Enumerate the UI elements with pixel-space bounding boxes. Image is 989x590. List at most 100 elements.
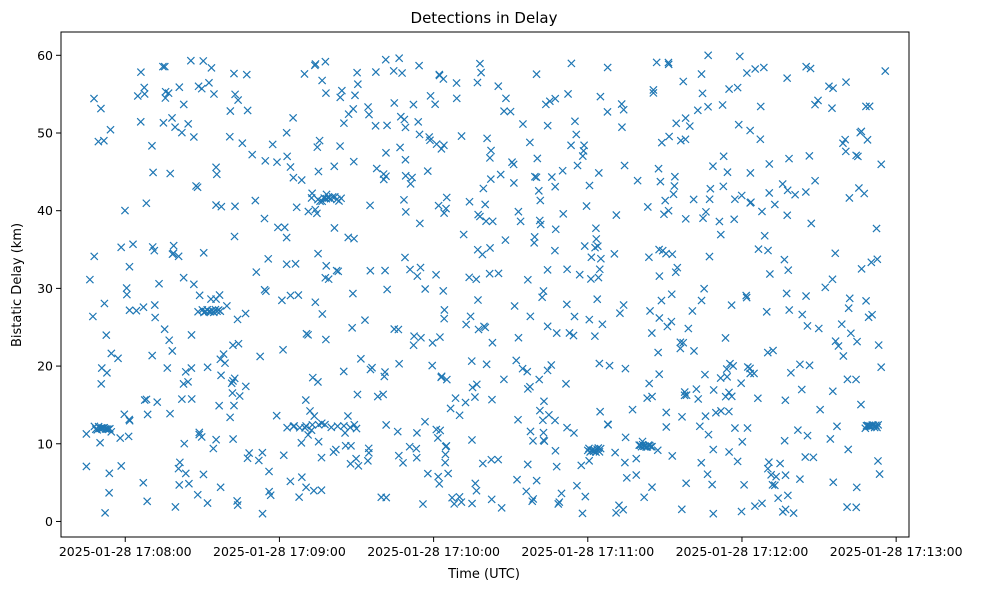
scatter-point <box>509 160 518 169</box>
scatter-point <box>125 416 134 425</box>
scatter-point <box>344 110 353 119</box>
scatter-point <box>783 186 792 195</box>
scatter-point <box>366 201 375 210</box>
scatter-point <box>837 320 846 329</box>
scatter-point <box>523 275 532 284</box>
scatter-point <box>321 57 330 66</box>
scatter-point <box>834 341 843 351</box>
scatter-point <box>261 287 270 296</box>
scatter-point <box>439 286 448 295</box>
y-tick-label: 30 <box>37 281 53 296</box>
scatter-point <box>195 291 204 300</box>
scatter-point <box>617 100 626 109</box>
scatter-point <box>317 486 326 495</box>
scatter-point <box>737 379 746 388</box>
scatter-point <box>763 348 772 357</box>
scatter-point <box>677 412 687 421</box>
scatter-point <box>482 360 491 369</box>
scatter-point <box>354 461 363 470</box>
scatter-point <box>268 140 277 149</box>
scatter-point <box>559 209 568 218</box>
scatter-point <box>140 89 149 99</box>
scatter-point <box>439 141 448 150</box>
scatter-point <box>518 364 527 373</box>
scatter-point <box>187 364 196 373</box>
scatter-point <box>874 420 883 429</box>
scatter-point <box>657 296 666 305</box>
scatter-point <box>695 422 704 431</box>
scatter-point <box>165 409 175 418</box>
scatter-point <box>189 132 198 142</box>
scatter-point <box>313 143 322 152</box>
scatter-point <box>716 374 725 383</box>
scatter-point <box>322 261 331 270</box>
scatter-point <box>510 301 519 311</box>
scatter-point <box>163 364 172 373</box>
scatter-point <box>433 433 442 442</box>
scatter-point <box>595 265 604 274</box>
scatter-point <box>628 405 637 414</box>
scatter-point <box>671 268 680 277</box>
scatter-point <box>873 456 882 466</box>
scatter-point <box>844 304 853 313</box>
scatter-point <box>97 379 106 388</box>
scatter-point <box>212 435 221 444</box>
scatter-point <box>282 128 291 137</box>
scatter-point <box>228 388 237 398</box>
scatter-point <box>620 161 629 170</box>
scatter-point <box>621 433 630 442</box>
scatter-point <box>648 392 657 401</box>
scatter-point <box>742 293 751 302</box>
scatter-point <box>184 479 193 488</box>
scatter-point <box>564 89 573 98</box>
scatter-point <box>432 270 441 279</box>
scatter-point <box>827 104 837 113</box>
scatter-point <box>844 445 853 454</box>
scatter-point <box>356 354 365 363</box>
scatter-point <box>723 372 732 381</box>
scatter-point <box>810 100 820 109</box>
scatter-point <box>451 394 460 403</box>
scatter-point <box>667 317 676 326</box>
scatter-point <box>297 438 306 447</box>
scatter-point <box>585 181 594 190</box>
scatter-point <box>765 159 774 169</box>
scatter-point <box>197 432 206 442</box>
scatter-point <box>440 314 449 323</box>
scatter-point <box>763 464 772 473</box>
scatter-point <box>547 361 556 370</box>
scatter-point <box>783 491 792 500</box>
scatter-point <box>539 428 548 437</box>
scatter-point <box>437 144 446 153</box>
scatter-point <box>700 370 709 379</box>
scatter-point <box>125 306 134 315</box>
scatter-point <box>843 375 852 384</box>
scatter-point <box>468 383 477 392</box>
scatter-point <box>811 176 820 185</box>
scatter-point <box>547 173 556 182</box>
scatter-point <box>670 172 679 181</box>
scatter-point <box>462 320 471 329</box>
scatter-point <box>563 265 572 274</box>
scatter-point <box>852 483 861 492</box>
scatter-point <box>709 385 718 394</box>
scatter-point <box>383 121 392 130</box>
scatter-point <box>310 61 319 70</box>
scatter-point <box>765 269 774 279</box>
scatter-point <box>401 155 410 164</box>
scatter-point <box>125 262 134 271</box>
scatter-point <box>523 460 532 469</box>
scatter-point <box>582 202 591 211</box>
scatter-point <box>552 329 561 338</box>
scatter-point <box>373 392 382 401</box>
scatter-point <box>540 437 549 446</box>
scatter-point <box>757 499 767 508</box>
scatter-point <box>871 421 880 430</box>
scatter-point <box>149 168 158 177</box>
scatter-point <box>217 371 226 380</box>
scatter-point <box>383 285 392 294</box>
scatter-point <box>434 201 443 210</box>
scatter-point <box>117 243 126 252</box>
scatter-point <box>539 287 548 296</box>
scatter-point <box>551 182 560 191</box>
